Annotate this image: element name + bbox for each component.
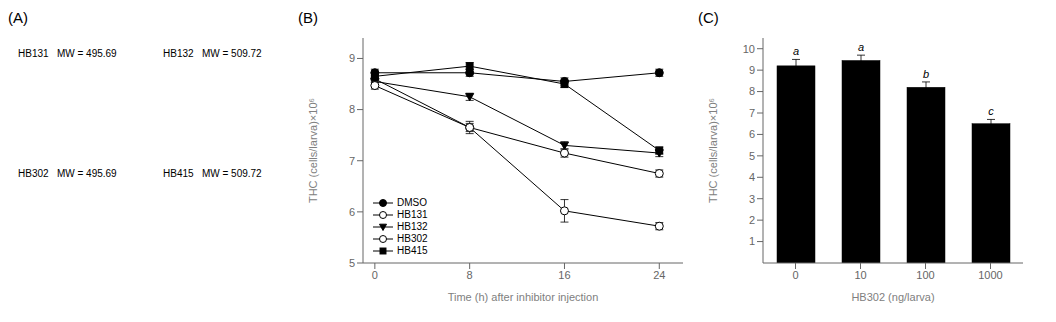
- svg-text:1: 1: [749, 235, 755, 247]
- svg-text:10: 10: [743, 43, 755, 55]
- html-text:(A): (A): [8, 9, 28, 26]
- svg-text:8: 8: [749, 85, 755, 97]
- svg-text:a: a: [793, 45, 799, 57]
- svg-text:THC (cells/larva)×10⁶: THC (cells/larva)×10⁶: [707, 98, 719, 203]
- svg-text:1000: 1000: [978, 269, 1002, 281]
- svg-text:THC (cells/larva)×10⁶: THC (cells/larva)×10⁶: [307, 98, 319, 203]
- svg-text:10: 10: [854, 269, 866, 281]
- html-text:(B): (B): [298, 9, 318, 26]
- svg-text:HB302 (ng/larva): HB302 (ng/larva): [851, 291, 934, 303]
- svg-text:8: 8: [467, 269, 473, 281]
- svg-text:8: 8: [349, 103, 355, 115]
- html-text:DMSO: DMSO: [397, 197, 427, 208]
- svg-text:6: 6: [349, 206, 355, 218]
- html-text:HB302: HB302: [397, 233, 428, 244]
- html-text:HB131 MW = 495.69: HB131 MW = 495.69: [18, 48, 117, 59]
- svg-text:9: 9: [349, 52, 355, 64]
- svg-text:Time (h) after inhibitor injec: Time (h) after inhibitor injection: [448, 291, 599, 303]
- svg-text:16: 16: [558, 269, 570, 281]
- svg-text:3: 3: [749, 193, 755, 205]
- html-text:HB302 MW = 495.69: HB302 MW = 495.69: [18, 168, 117, 179]
- svg-text:6: 6: [749, 128, 755, 140]
- html-text:HB131: HB131: [397, 209, 428, 220]
- svg-text:2: 2: [749, 214, 755, 226]
- svg-text:24: 24: [653, 269, 665, 281]
- html-text:HB132: HB132: [397, 221, 428, 232]
- html-text:HB415: HB415: [397, 245, 428, 256]
- svg-text:0: 0: [372, 269, 378, 281]
- html-text:HB415 MW = 509.72: HB415 MW = 509.72: [163, 168, 262, 179]
- html-text:(C): (C): [698, 9, 719, 26]
- svg-text:4: 4: [749, 171, 755, 183]
- svg-text:5: 5: [749, 150, 755, 162]
- svg-text:7: 7: [749, 107, 755, 119]
- svg-text:a: a: [858, 41, 864, 53]
- html-text:HB132 MW = 509.72: HB132 MW = 509.72: [163, 48, 262, 59]
- svg-text:100: 100: [916, 269, 934, 281]
- svg-text:c: c: [988, 105, 994, 117]
- svg-text:5: 5: [349, 257, 355, 269]
- svg-text:9: 9: [749, 64, 755, 76]
- svg-text:0: 0: [792, 269, 798, 281]
- svg-text:7: 7: [349, 155, 355, 167]
- svg-text:b: b: [923, 68, 929, 80]
